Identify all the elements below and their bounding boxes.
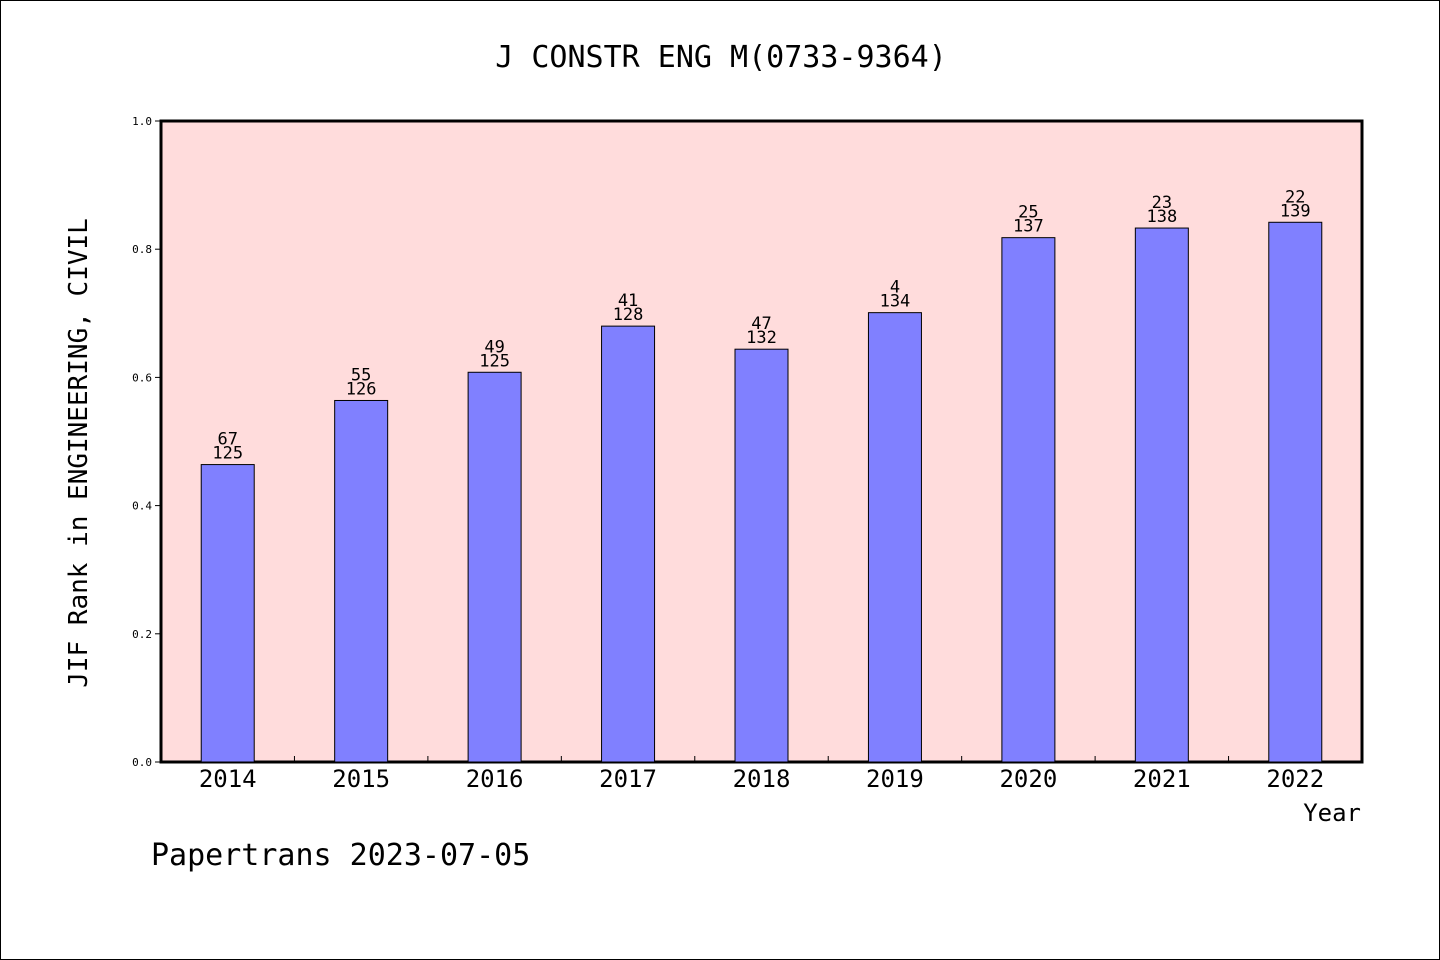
bar-2017 bbox=[601, 325, 656, 763]
bar-total-label: 134 bbox=[880, 292, 911, 312]
bar-layer bbox=[200, 221, 1323, 763]
chart-title: J CONSTR ENG M(0733-9364) bbox=[495, 40, 947, 75]
bar-rank-label: 4 bbox=[890, 278, 900, 298]
bar-rank-label: 55 bbox=[351, 365, 371, 385]
bar-2021 bbox=[1134, 227, 1189, 763]
bar-total-label: 138 bbox=[1146, 207, 1177, 227]
x-axis-label: Year bbox=[1303, 799, 1361, 827]
y-tick-label: 0.2 bbox=[132, 628, 152, 641]
bar-rank-label: 67 bbox=[217, 430, 237, 450]
x-tick-label: 2019 bbox=[866, 765, 924, 793]
bar-total-label: 132 bbox=[746, 328, 777, 348]
bar-total-label: 125 bbox=[479, 351, 510, 371]
bar-total-label: 137 bbox=[1013, 217, 1044, 237]
y-tick-label: 0.6 bbox=[132, 371, 152, 384]
y-tick-label: 0.4 bbox=[132, 500, 152, 513]
bar-2016 bbox=[467, 371, 522, 763]
y-tick-label: 0.8 bbox=[132, 243, 152, 256]
y-tick-label: 1.0 bbox=[132, 115, 152, 128]
y-tick-label: 0.0 bbox=[132, 756, 152, 769]
x-tick-label: 2015 bbox=[332, 765, 390, 793]
bar-2020 bbox=[1001, 237, 1056, 763]
footer-text: Papertrans 2023-07-05 bbox=[151, 838, 530, 873]
label-layer: 6712520145512620154912520164112820174713… bbox=[199, 187, 1324, 793]
bar-rank-label: 47 bbox=[751, 314, 771, 334]
bar-rank-label: 23 bbox=[1152, 193, 1172, 213]
x-tick-label: 2022 bbox=[1266, 765, 1324, 793]
bar-rank-label: 22 bbox=[1285, 187, 1305, 207]
bar-rank-label: 41 bbox=[618, 291, 638, 311]
bar-rank-label: 25 bbox=[1018, 203, 1038, 223]
tick-layer: 0.0 0.2 0.4 0.6 0.8 1.0 bbox=[132, 115, 1230, 769]
x-tick-label: 2020 bbox=[999, 765, 1057, 793]
bar-total-label: 125 bbox=[212, 444, 243, 464]
bar-2018 bbox=[734, 348, 789, 763]
x-tick-label: 2014 bbox=[199, 765, 257, 793]
bar-2015 bbox=[334, 399, 389, 763]
bar-2014 bbox=[200, 464, 255, 763]
x-tick-label: 2017 bbox=[599, 765, 657, 793]
bar-rank-label: 49 bbox=[484, 337, 504, 357]
x-tick-label: 2021 bbox=[1133, 765, 1191, 793]
y-axis-label: JIF Rank in ENGINEERING, CIVIL bbox=[64, 218, 94, 688]
x-tick-label: 2016 bbox=[466, 765, 524, 793]
bar-total-label: 128 bbox=[613, 305, 644, 325]
x-tick-label: 2018 bbox=[733, 765, 791, 793]
bar-2022 bbox=[1268, 221, 1323, 763]
bar-2019 bbox=[867, 312, 922, 763]
bar-total-label: 126 bbox=[346, 379, 377, 399]
bar-total-label: 139 bbox=[1280, 201, 1311, 221]
